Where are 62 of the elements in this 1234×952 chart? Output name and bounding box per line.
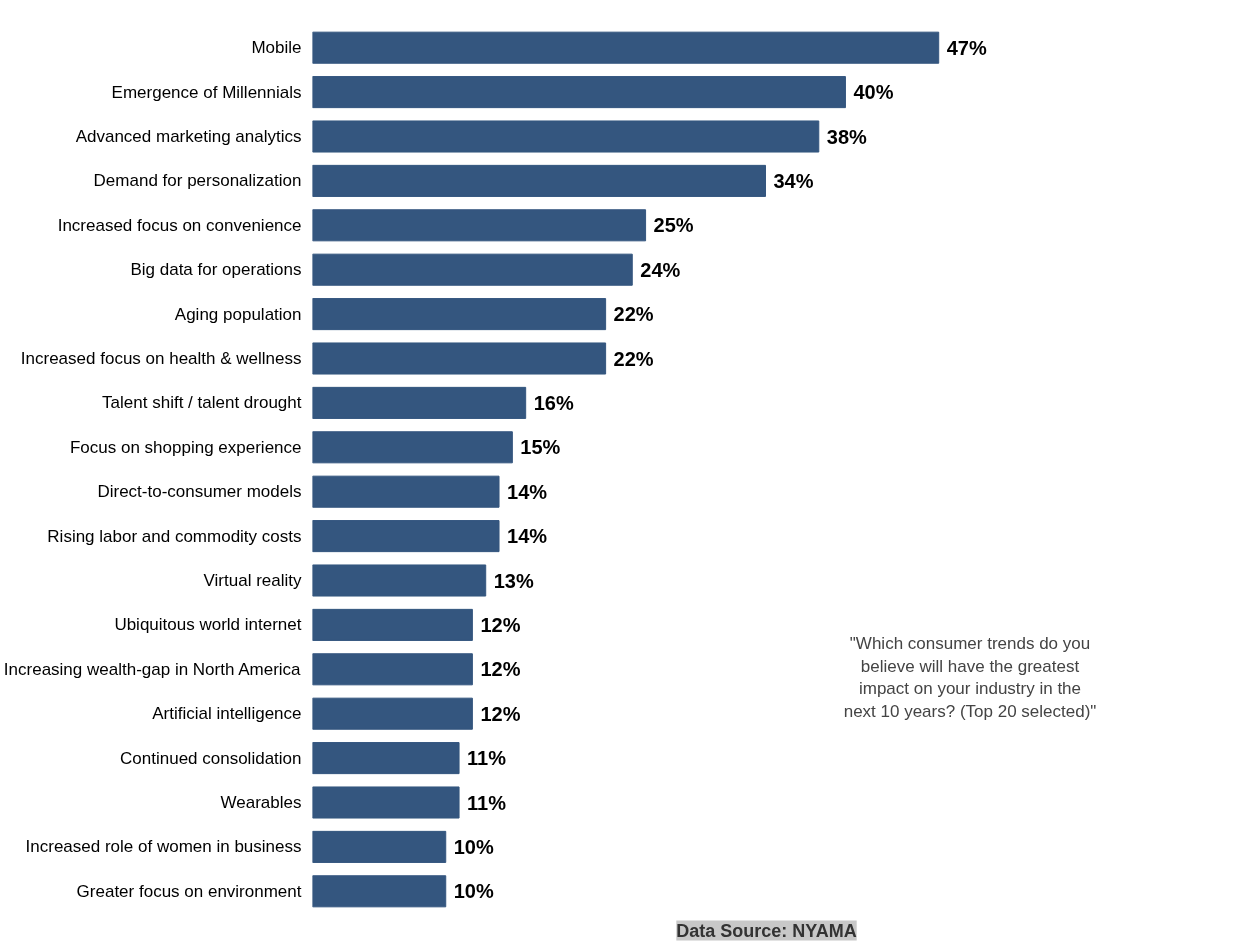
bar xyxy=(312,830,447,863)
y-tick-label: Increased focus on convenience xyxy=(57,215,302,235)
data-label: 47% xyxy=(946,36,987,59)
bar xyxy=(312,298,607,331)
y-tick-label: Emergence of Millennials xyxy=(111,82,302,102)
bar xyxy=(312,520,500,553)
y-tick-label: Focus on shopping experience xyxy=(69,437,302,457)
y-tick-label: Greater focus on environment xyxy=(76,881,302,901)
data-label: 11% xyxy=(467,747,507,770)
data-label: 16% xyxy=(533,391,574,414)
y-tick-label: Ubiquitous world internet xyxy=(114,615,302,635)
bar xyxy=(312,164,766,197)
y-tick-label: Aging population xyxy=(174,304,302,324)
bar xyxy=(312,875,447,908)
data-label: 38% xyxy=(826,125,868,148)
bar xyxy=(312,342,607,375)
bar xyxy=(312,431,513,464)
data-label: 10% xyxy=(453,835,494,858)
y-tick-label: Rising labor and commodity costs xyxy=(47,526,302,546)
bar xyxy=(312,386,527,419)
data-label: 12% xyxy=(480,613,521,636)
y-tick-label: Wearables xyxy=(220,793,302,812)
bar xyxy=(312,653,473,686)
data-label: 12% xyxy=(480,658,521,681)
bar xyxy=(312,786,460,819)
bar xyxy=(312,697,473,730)
bar xyxy=(312,564,487,597)
bar xyxy=(312,31,940,64)
y-tick-label: Virtual reality xyxy=(203,571,302,590)
y-tick-label: Talent shift / talent drought xyxy=(102,393,302,413)
data-label: 15% xyxy=(520,436,561,459)
y-tick-label: Advanced marketing analytics xyxy=(75,127,302,146)
bar xyxy=(312,742,460,775)
data-label: 22% xyxy=(613,347,654,370)
data-label: 13% xyxy=(493,569,534,592)
y-tick-label: Increased role of women in business xyxy=(25,837,302,857)
bar xyxy=(312,475,500,508)
data-label: 34% xyxy=(773,169,814,192)
data-label: 10% xyxy=(453,880,494,903)
bar xyxy=(312,76,846,109)
bar xyxy=(312,608,473,641)
source-note: Data Source: NYAMA xyxy=(676,920,857,941)
bar xyxy=(312,253,633,286)
y-tick-label: Increasing wealth-gap in North America xyxy=(3,659,302,679)
data-label: 11% xyxy=(467,791,507,814)
y-tick-label: Demand for personalization xyxy=(93,171,302,191)
y-tick-label: Continued consolidation xyxy=(120,748,302,768)
annotation: "Which consumer trends do you believe will have the greatest impact on your industry in the next 10 years? (Top 20 selected)" xyxy=(843,633,1097,722)
data-label: 14% xyxy=(507,525,548,548)
y-tick-label: Big data for operations xyxy=(130,260,302,280)
y-tick-label: Mobile xyxy=(251,38,302,58)
data-label: 25% xyxy=(653,214,694,237)
y-tick-label: Increased focus on health & wellness xyxy=(20,349,302,368)
data-label: 12% xyxy=(480,702,521,725)
data-label: 40% xyxy=(853,81,894,104)
data-label: 14% xyxy=(507,480,548,503)
bar xyxy=(312,209,647,242)
bar xyxy=(312,120,820,153)
y-tick-label: Direct-to-consumer models xyxy=(97,482,302,502)
data-label: 22% xyxy=(613,303,654,326)
data-label: 24% xyxy=(640,258,681,281)
y-tick-label: Artificial intelligence xyxy=(152,704,302,724)
